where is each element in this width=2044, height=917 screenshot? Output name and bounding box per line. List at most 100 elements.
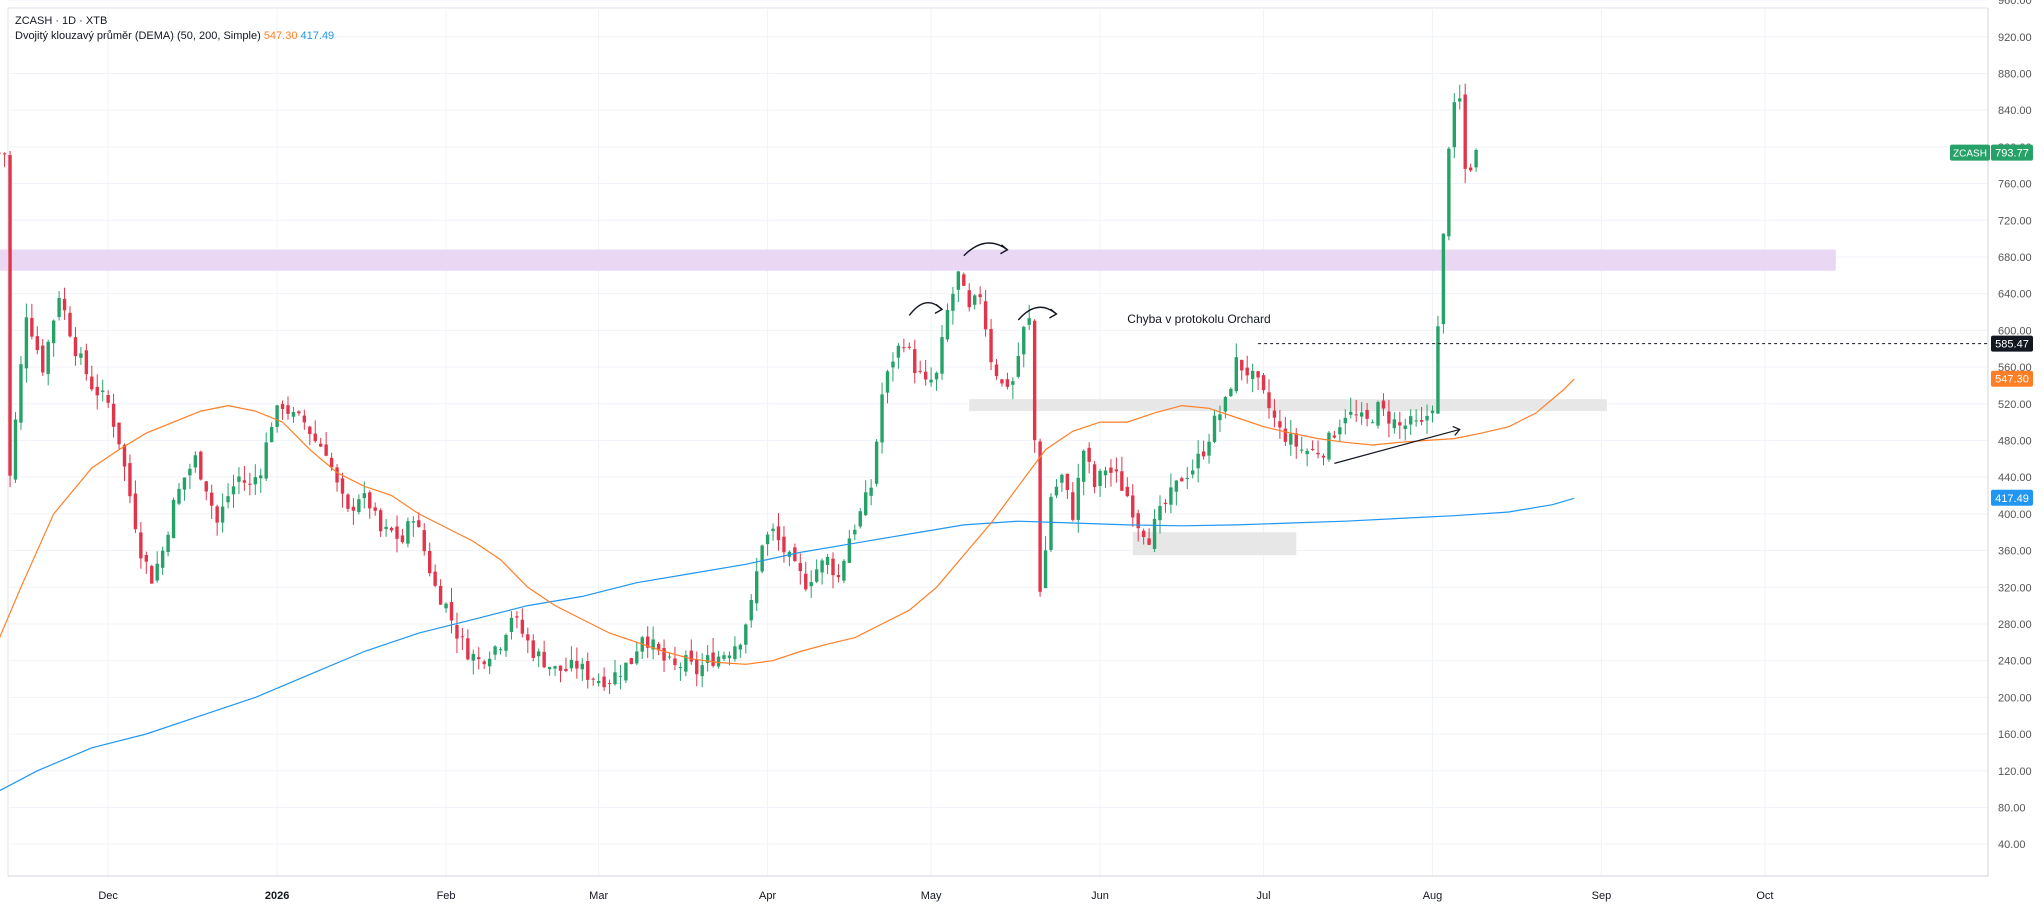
candle-up	[1043, 550, 1048, 589]
candle-up	[487, 658, 492, 667]
y-tick-label: 960.00	[1998, 0, 2032, 7]
candle-up	[891, 361, 895, 368]
candle-down	[1005, 379, 1010, 387]
candle-down	[646, 636, 650, 648]
candle-down	[477, 657, 481, 660]
candle-up	[1223, 397, 1228, 412]
candle-up	[1076, 477, 1080, 520]
candle-up	[733, 646, 737, 660]
pattern-arc-1-arrowhead	[934, 303, 944, 315]
candle-up	[885, 371, 890, 393]
candle-down	[449, 602, 454, 621]
candle-up	[1022, 326, 1026, 355]
candle-up	[749, 599, 753, 621]
candle-up	[1447, 148, 1451, 237]
candle-down	[591, 678, 595, 680]
candle-up	[738, 644, 743, 650]
candle-up	[226, 496, 230, 503]
candle-up	[1016, 355, 1020, 377]
candle-up	[1474, 150, 1478, 168]
candle-down	[1000, 379, 1004, 384]
candle-up	[1327, 432, 1331, 460]
candle-down	[1310, 448, 1315, 450]
candle-down	[351, 506, 356, 511]
candle-up	[814, 569, 819, 582]
x-tick-label: Feb	[437, 890, 456, 902]
candle-up	[809, 582, 813, 587]
candle-down	[0, 152, 1, 154]
y-tick-label: 80.00	[1998, 802, 2026, 814]
candle-down	[1316, 452, 1320, 455]
candle-down	[515, 616, 519, 618]
candle-up	[755, 571, 759, 604]
candle-up	[269, 427, 274, 443]
candle-down	[804, 573, 808, 590]
ascending-trendline	[1334, 428, 1460, 464]
x-tick-label: Dec	[98, 890, 118, 902]
x-tick-label: Aug	[1423, 890, 1443, 902]
candle-up	[1049, 496, 1053, 550]
candle-down	[106, 394, 110, 403]
candle-down	[1071, 492, 1075, 520]
candle-down	[455, 625, 459, 639]
candle-up	[177, 488, 181, 504]
candle-down	[286, 405, 290, 414]
candle-up	[744, 624, 748, 645]
candle-down	[520, 619, 525, 634]
pattern-arc-3-arrowhead	[1049, 308, 1058, 319]
candle-up	[1414, 420, 1418, 422]
candle-down	[90, 376, 94, 390]
candle-down	[531, 640, 535, 658]
candle-down	[319, 443, 323, 447]
candle-down	[248, 483, 252, 485]
y-tick-label: 160.00	[1998, 729, 2032, 741]
candle-up	[1343, 417, 1347, 424]
candle-down	[204, 481, 208, 492]
candle-down	[1354, 414, 1358, 416]
candle-up	[79, 353, 83, 358]
candle-down	[417, 520, 421, 528]
candle-down	[1109, 467, 1113, 473]
candle-up	[929, 379, 933, 383]
candle-down	[1332, 435, 1337, 438]
candle-down	[422, 530, 426, 552]
candle-up	[291, 412, 296, 417]
candle-up	[716, 656, 721, 667]
x-tick-label: Jun	[1091, 890, 1109, 902]
candle-down	[1131, 495, 1135, 518]
candle-up	[1082, 450, 1086, 482]
candle-down	[902, 347, 906, 349]
candle-down	[662, 648, 666, 661]
candle-up	[264, 442, 268, 479]
x-tick-label: May	[921, 890, 942, 902]
candle-down	[542, 651, 546, 668]
x-tick-label: Apr	[759, 890, 776, 902]
candle-up	[847, 538, 852, 563]
y-tick-label: 640.00	[1998, 289, 2032, 301]
candle-down	[117, 422, 121, 445]
x-tick-label: Mar	[589, 890, 608, 902]
y-tick-label: 400.00	[1998, 509, 2032, 521]
y-tick-label: 240.00	[1998, 656, 2032, 668]
candle-up	[624, 662, 628, 681]
dema50-value: 547.30	[263, 30, 298, 42]
candle-down	[35, 336, 39, 351]
y-tick-label: 520.00	[1998, 399, 2032, 411]
x-tick-label: 2026	[265, 890, 289, 902]
trendline-arrowhead	[1452, 425, 1461, 436]
candle-up	[13, 419, 18, 480]
y-tick-label: 720.00	[1998, 215, 2032, 227]
candle-up	[362, 493, 366, 499]
candle-down	[210, 492, 214, 506]
candle-down	[1365, 409, 1369, 419]
pattern-arc-2-arrowhead	[1000, 244, 1009, 255]
indicator-line: Dvojitý klouzavý průměr (DEMA) (50, 200,…	[15, 30, 261, 42]
candle-up	[509, 617, 514, 633]
candle-up	[1370, 422, 1375, 424]
candle-down	[1087, 447, 1091, 462]
price-marker	[1991, 335, 2033, 352]
candle-down	[923, 371, 928, 380]
candle-down	[389, 527, 394, 531]
